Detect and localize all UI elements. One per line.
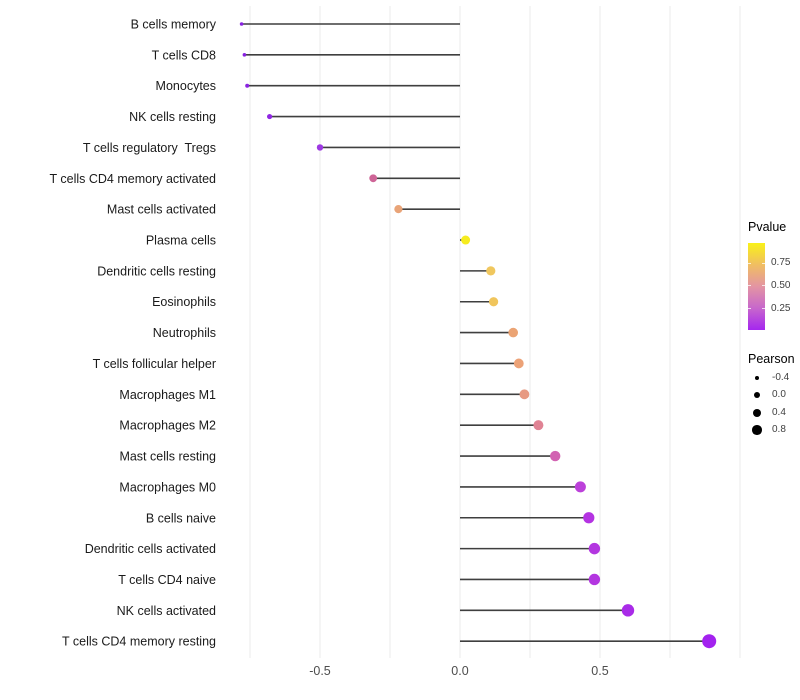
row-label: T cells follicular helper: [93, 357, 216, 371]
colorbar-tick-mark: [762, 285, 765, 287]
row-label: Dendritic cells resting: [97, 264, 216, 278]
row-label: Macrophages M2: [119, 419, 216, 433]
pvalue-tick-label: 0.50: [771, 279, 791, 291]
row-label: T cells CD8: [152, 48, 216, 62]
lollipop-dot: [574, 481, 586, 493]
lollipop-dot: [242, 53, 247, 57]
pearson-legend-title: Pearson: [748, 352, 795, 366]
row-label: Macrophages M0: [119, 480, 216, 494]
pearson-legend-label: -0.4: [772, 372, 790, 383]
x-tick-label: -0.5: [309, 664, 331, 678]
colorbar-tick-mark: [762, 308, 765, 310]
lollipop-dot: [267, 113, 273, 120]
lollipop-dot: [461, 235, 471, 245]
colorbar-tick-mark: [748, 262, 751, 264]
pearson-legend-dot: [754, 375, 760, 381]
row-label: T cells CD4 memory resting: [62, 635, 216, 649]
colorbar-tick-mark: [748, 285, 751, 287]
row-label: Dendritic cells activated: [85, 542, 216, 556]
pvalue-legend: Pvalue 0.75 0.50 0.25: [746, 219, 800, 349]
row-label: B cells memory: [131, 18, 217, 32]
row-label: NK cells activated: [117, 604, 216, 618]
row-label: Neutrophils: [153, 326, 216, 340]
row-label: Mast cells resting: [119, 450, 216, 464]
row-label: NK cells resting: [129, 110, 216, 124]
pearson-legend: Pearson -0.4 0.0 0.4 0.8: [746, 351, 800, 451]
lollipop-dot: [394, 205, 403, 214]
row-label: T cells regulatory Tregs: [83, 141, 216, 155]
lollipop-dot: [369, 174, 378, 183]
row-label: Plasma cells: [146, 234, 216, 248]
x-tick-label: 0.0: [451, 664, 468, 678]
colorbar-tick-mark: [762, 262, 765, 264]
lollipop-dot: [621, 604, 635, 617]
lollipop-dot: [588, 542, 601, 555]
lollipop-dot: [489, 297, 499, 307]
pvalue-tick-label: 0.25: [771, 302, 791, 314]
pearson-legend-label: 0.8: [772, 423, 786, 435]
row-label: T cells CD4 naive: [118, 573, 216, 587]
lollipop-dot: [486, 266, 496, 276]
lollipop-dot: [550, 450, 561, 462]
row-label: Mast cells activated: [107, 203, 216, 217]
pearson-legend-label: 0.4: [772, 406, 786, 418]
lollipop-dot: [316, 144, 324, 151]
row-label: T cells CD4 memory activated: [50, 172, 217, 186]
pearson-legend-dot: [753, 392, 761, 399]
lollipop-dot: [519, 389, 530, 400]
lollipop-dot: [588, 573, 601, 586]
colorbar-tick-mark: [748, 308, 751, 310]
pvalue-colorbar-gradient: [748, 243, 765, 330]
lollipop-dot: [508, 327, 518, 338]
pearson-legend-dot: [753, 408, 761, 417]
lollipop-dot: [239, 22, 244, 26]
pearson-legend-label: 0.0: [772, 389, 786, 401]
lollipop-dot: [702, 634, 717, 649]
row-label: Eosinophils: [152, 295, 216, 309]
row-label: Macrophages M1: [119, 388, 216, 402]
pearson-legend-dot: [752, 425, 762, 435]
lollipop-dot: [245, 83, 250, 88]
x-tick-label: 0.5: [591, 664, 608, 678]
lollipop-dot: [533, 420, 544, 431]
row-label: Monocytes: [156, 79, 216, 93]
pvalue-tick-label: 0.75: [771, 257, 791, 269]
lollipop-dot: [583, 512, 595, 524]
lollipop-dot: [513, 358, 524, 369]
pvalue-legend-title: Pvalue: [748, 220, 787, 234]
row-label: B cells naive: [146, 511, 216, 525]
